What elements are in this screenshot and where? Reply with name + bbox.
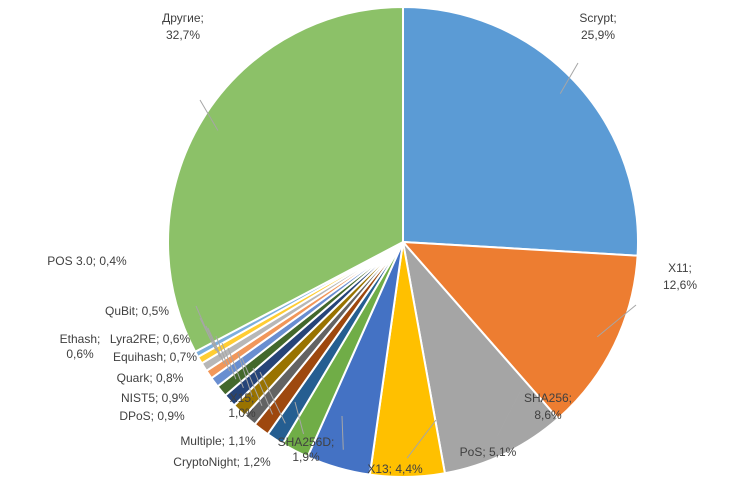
leader-line: [294, 401, 305, 435]
leader-line: [205, 325, 221, 358]
data-label: X11; 12,6%: [663, 261, 697, 292]
pie-slice-другие: [167, 5, 404, 354]
pie-slice-sha256: [401, 238, 560, 475]
leader-line: [199, 99, 219, 131]
data-label: X15; 1,0%: [228, 391, 256, 420]
leader-line: [406, 419, 437, 459]
data-label: Ethash; 0,6%: [60, 332, 101, 361]
leader-line: [207, 327, 225, 365]
data-labels: Scrypt; 25,9% X11; 12,6% SHA256; 8,6% PoS; 5,1…: [47, 11, 697, 476]
data-label: Equihash; 0,7%: [113, 350, 197, 364]
data-label: Scrypt; 25,9%: [579, 11, 616, 42]
leader-line: [559, 62, 579, 94]
data-label: X13; 4,4%: [367, 462, 423, 476]
data-label: PoS; 5,1%: [460, 445, 517, 459]
pie-slice-scrypt: [402, 5, 639, 257]
data-label: CryptoNight; 1,2%: [173, 455, 271, 469]
leader-line: [241, 357, 263, 407]
leader-line: [221, 342, 237, 380]
leader-line: [259, 371, 286, 424]
data-label: DPoS; 0,9%: [119, 409, 185, 423]
leader-line: [195, 305, 214, 346]
leader-line: [341, 415, 344, 450]
pie-slice-x11: [400, 240, 639, 421]
data-label: QuBit; 0,5%: [105, 304, 169, 318]
data-label: Другие; 32,7%: [162, 11, 204, 42]
data-label: POS 3.0; 0,4%: [47, 254, 127, 268]
data-label: Multiple; 1,1%: [180, 434, 256, 448]
leader-line: [596, 304, 637, 338]
leader-line: [227, 347, 244, 389]
data-label: NIST5; 0,9%: [121, 391, 189, 405]
leader-line: [215, 335, 231, 372]
data-label: Quark; 0,8%: [117, 371, 184, 385]
pie-slices: [167, 5, 639, 478]
leader-line: [496, 391, 521, 437]
data-label: SHA256; 8,6%: [524, 391, 572, 422]
data-label: Lyra2RE; 0,6%: [110, 332, 191, 346]
data-label: SHA256D; 1,9%: [278, 435, 335, 464]
leader-line: [252, 367, 273, 415]
leader-line: [237, 352, 253, 398]
leader-lines: [195, 62, 637, 459]
